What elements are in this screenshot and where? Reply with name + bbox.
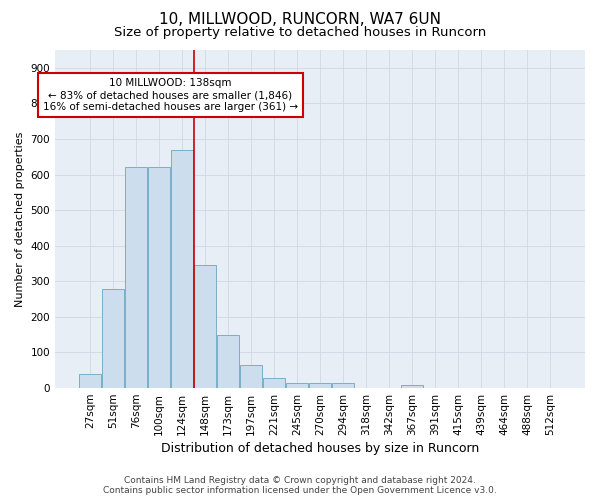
Text: Size of property relative to detached houses in Runcorn: Size of property relative to detached ho… xyxy=(114,26,486,39)
Bar xyxy=(240,365,262,388)
Bar xyxy=(125,167,147,388)
Bar xyxy=(79,374,101,388)
Text: Contains HM Land Registry data © Crown copyright and database right 2024.
Contai: Contains HM Land Registry data © Crown c… xyxy=(103,476,497,495)
Y-axis label: Number of detached properties: Number of detached properties xyxy=(15,132,25,306)
Bar xyxy=(309,384,331,388)
Text: 10 MILLWOOD: 138sqm
← 83% of detached houses are smaller (1,846)
16% of semi-det: 10 MILLWOOD: 138sqm ← 83% of detached ho… xyxy=(43,78,298,112)
Bar xyxy=(217,336,239,388)
Bar xyxy=(286,384,308,388)
Bar xyxy=(332,384,354,388)
Bar xyxy=(263,378,285,388)
Text: 10, MILLWOOD, RUNCORN, WA7 6UN: 10, MILLWOOD, RUNCORN, WA7 6UN xyxy=(159,12,441,28)
Bar xyxy=(401,385,423,388)
X-axis label: Distribution of detached houses by size in Runcorn: Distribution of detached houses by size … xyxy=(161,442,479,455)
Bar xyxy=(171,150,193,388)
Bar xyxy=(102,289,124,388)
Bar xyxy=(194,265,216,388)
Bar xyxy=(148,166,170,388)
